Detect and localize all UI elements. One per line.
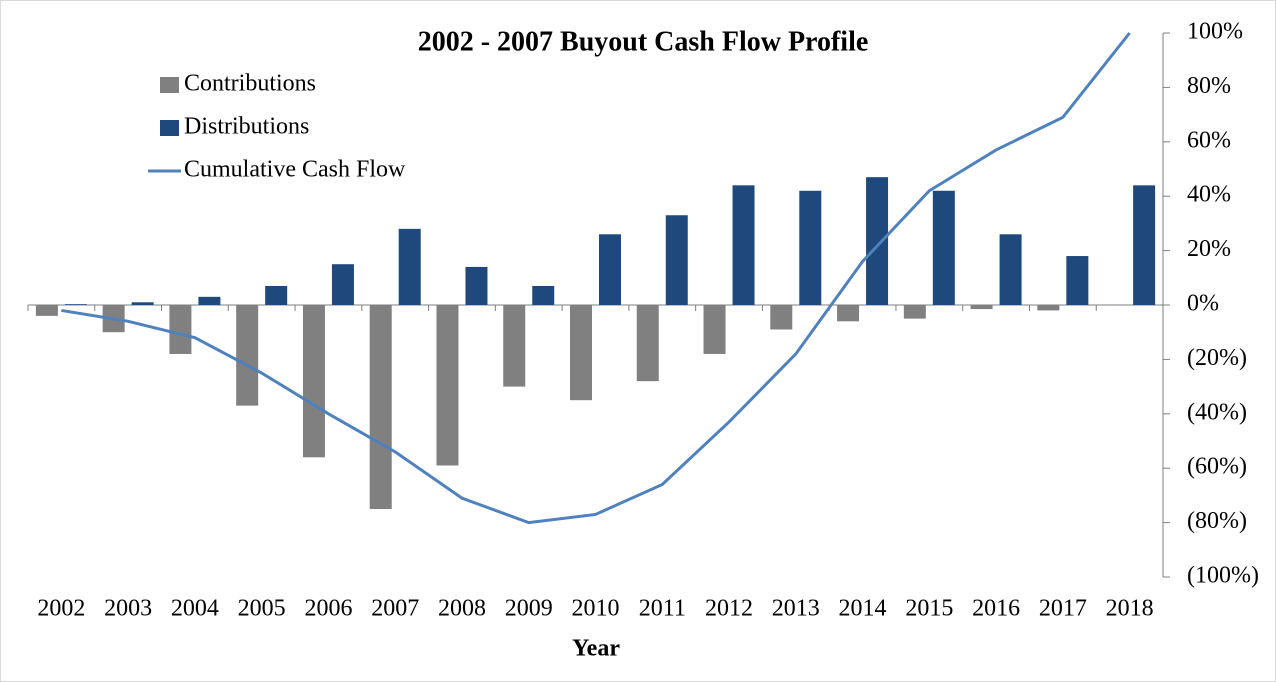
bar [465,266,488,305]
bar [770,305,793,330]
x-tick-label: 2004 [171,596,219,622]
x-tick-label: 2016 [972,596,1020,622]
y-tick-label: 40% [1187,182,1231,208]
bar [369,305,392,509]
bar [799,190,822,305]
bar [532,285,555,305]
x-tick-label: 2006 [304,596,352,622]
bar [503,305,526,387]
x-tick-label: 2017 [1039,596,1087,622]
x-tick-label: 2013 [772,596,820,622]
x-tick-label: 2009 [505,596,553,622]
legend-swatch [160,120,179,136]
x-tick-label: 2003 [104,596,152,622]
x-tick-label: 2018 [1106,596,1154,622]
legend-label: Cumulative Cash Flow [184,157,406,183]
bar [1066,256,1089,305]
bar [703,305,726,354]
bar [1133,185,1156,305]
legend-label: Distributions [184,114,309,140]
bar [903,305,926,319]
y-tick-label: 0% [1187,291,1219,317]
bar [236,305,259,406]
legend-label: Contributions [184,71,316,97]
bar [732,185,755,305]
y-tick-label: 20% [1187,236,1231,262]
bar [131,302,154,305]
bar [1037,305,1060,311]
bar [398,228,421,305]
legend-swatch [160,77,179,93]
y-tick-label: 100% [1187,19,1243,45]
bar [35,305,58,316]
x-tick-label: 2008 [438,596,486,622]
y-tick-label: (40%) [1187,399,1247,425]
bar [665,215,688,305]
x-tick-label: 2007 [371,596,419,622]
x-tick-label: 2002 [37,596,85,622]
y-tick-label: (20%) [1187,345,1247,371]
x-tick-label: 2010 [572,596,620,622]
y-tick-label: (60%) [1187,454,1247,480]
bar [837,305,860,322]
bar [331,264,354,305]
x-tick-label: 2011 [639,596,686,622]
x-tick-label: 2005 [238,596,286,622]
bar [302,305,325,458]
bar [866,177,889,305]
bar [436,305,459,466]
y-tick-label: 80% [1187,73,1231,99]
bar [64,304,87,305]
bar [999,234,1022,305]
y-tick-label: 60% [1187,127,1231,153]
x-tick-label: 2014 [839,596,887,622]
bar [265,285,288,305]
chart-title: 2002 - 2007 Buyout Cash Flow Profile [418,26,869,57]
x-axis-title: Year [572,636,620,662]
y-tick-label: (80%) [1187,508,1247,534]
bar [599,234,621,305]
line [61,32,1131,525]
bar [169,305,192,354]
x-tick-label: 2012 [705,596,753,622]
bar [636,305,659,382]
bar [570,305,592,401]
bar [198,296,221,305]
bar [970,305,993,310]
y-tick-label: (100%) [1187,563,1259,589]
bar [932,190,955,305]
x-tick-label: 2015 [905,596,953,622]
